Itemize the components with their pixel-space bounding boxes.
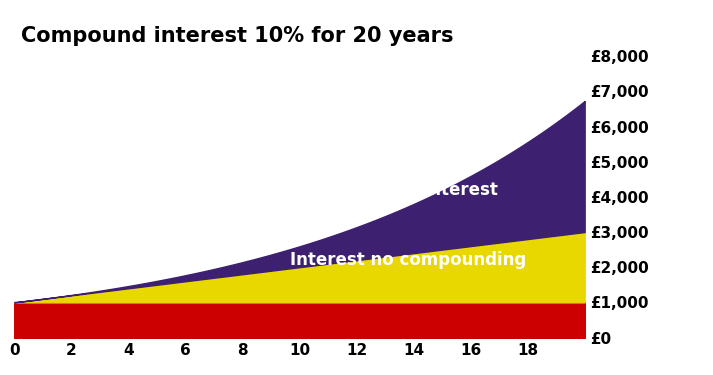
- Text: Interest no compounding: Interest no compounding: [289, 251, 526, 269]
- Text: Compound interest 10% for 20 years: Compound interest 10% for 20 years: [21, 26, 454, 46]
- Text: Compound interest: Compound interest: [318, 181, 498, 199]
